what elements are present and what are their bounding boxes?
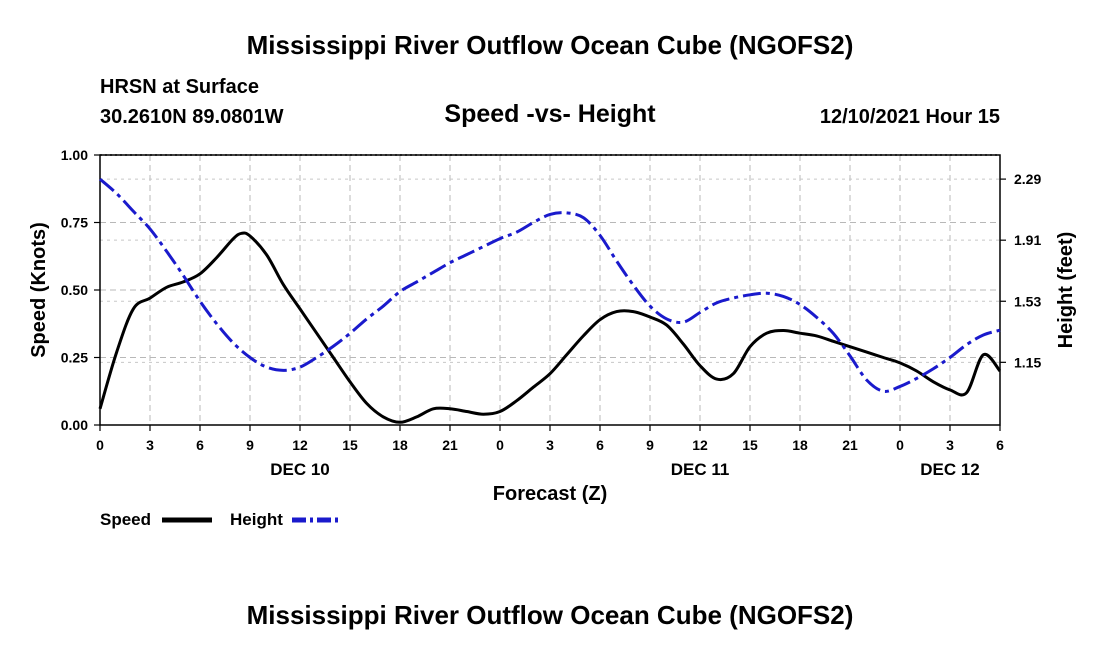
date-label: DEC 12 xyxy=(920,460,980,479)
y-tick-label: 0.50 xyxy=(61,282,88,298)
y2-tick-label: 1.15 xyxy=(1014,354,1041,370)
x-axis-label: Forecast (Z) xyxy=(493,483,607,505)
x-tick-label: 18 xyxy=(792,437,808,453)
x-tick-label: 0 xyxy=(96,437,104,453)
date-label: 12/10/2021 Hour 15 xyxy=(819,106,1000,128)
x-tick-label: 21 xyxy=(842,437,858,453)
chart-title: Speed -vs- Height xyxy=(444,100,656,128)
y2-tick-label: 1.91 xyxy=(1014,232,1041,248)
x-tick-label: 9 xyxy=(646,437,654,453)
y-tick-label: 0.75 xyxy=(61,215,88,231)
y2-tick-label: 1.53 xyxy=(1014,293,1041,309)
x-tick-label: 6 xyxy=(196,437,204,453)
x-tick-label: 3 xyxy=(946,437,954,453)
series-line-height xyxy=(99,177,1001,393)
legend-speed-label: Speed xyxy=(100,510,151,529)
x-tick-label: 15 xyxy=(742,437,758,453)
x-tick-label: 18 xyxy=(392,437,408,453)
x-tick-label: 6 xyxy=(596,437,604,453)
y-tick-label: 1.00 xyxy=(61,147,88,163)
x-tick-label: 12 xyxy=(692,437,708,453)
legend: Speed Height xyxy=(100,510,342,529)
x-tick-label: 15 xyxy=(342,437,358,453)
station-label: HRSN at Surface xyxy=(100,76,259,98)
date-label: DEC 10 xyxy=(270,460,330,479)
legend-height-label: Height xyxy=(230,510,283,529)
x-tick-label: 6 xyxy=(996,437,1004,453)
x-tick-label: 0 xyxy=(896,437,904,453)
x-tick-label: 9 xyxy=(246,437,254,453)
y2-tick-label: 2.29 xyxy=(1014,171,1041,187)
y2-axis-label: Height (feet) xyxy=(1055,232,1077,349)
page-title: Mississippi River Outflow Ocean Cube (NG… xyxy=(246,30,854,60)
x-tick-label: 0 xyxy=(496,437,504,453)
x-tick-label: 21 xyxy=(442,437,458,453)
y-tick-label: 0.00 xyxy=(61,417,88,433)
x-tick-label: 3 xyxy=(546,437,554,453)
coordinates-label: 30.2610N 89.0801W xyxy=(100,106,284,128)
y-axis-label: Speed (Knots) xyxy=(28,222,50,358)
x-tick-label: 12 xyxy=(292,437,308,453)
x-tick-label: 3 xyxy=(146,437,154,453)
date-label: DEC 11 xyxy=(671,460,730,479)
bottom-title: Mississippi River Outflow Ocean Cube (NG… xyxy=(246,600,854,630)
series-line-speed xyxy=(98,231,1002,424)
y-tick-label: 0.25 xyxy=(61,350,88,366)
